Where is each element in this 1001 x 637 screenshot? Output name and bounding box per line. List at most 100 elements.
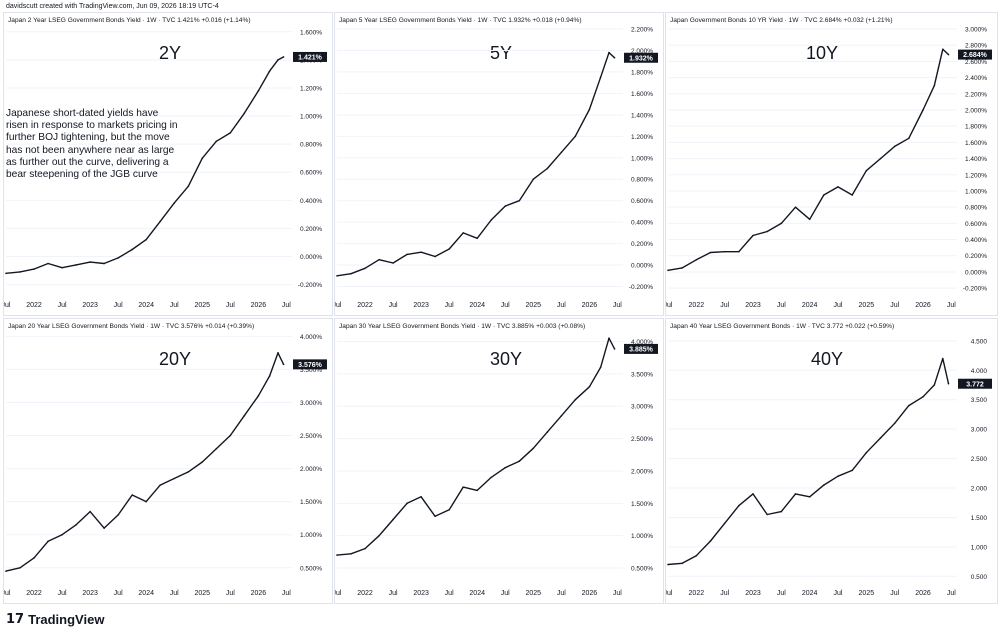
tenor-label: 40Y (811, 349, 844, 369)
data-point (243, 414, 246, 417)
data-point (574, 135, 577, 138)
x-tick-label: 2025 (859, 302, 875, 309)
x-tick-label: Jul (4, 302, 11, 309)
x-tick-label: 2024 (138, 590, 154, 597)
x-tick-label: Jul (720, 590, 729, 597)
data-point (462, 486, 464, 488)
y-tick-label: 0.200% (631, 241, 653, 248)
y-tick-label: 1.200% (631, 134, 653, 141)
data-point (823, 484, 825, 486)
tradingview-logo[interactable]: 17 TradingView (6, 612, 104, 627)
y-tick-label: 3.000% (300, 400, 322, 407)
chart-title: Japan 30 Year LSEG Government Bonds Yiel… (339, 323, 586, 330)
y-tick-label: 0.600% (300, 170, 322, 177)
data-point (532, 178, 535, 181)
chart-panel-5y[interactable]: Japan 5 Year LSEG Government Bonds Yield… (334, 12, 664, 316)
chart-panel-2y[interactable]: Japan 2 Year LSEG Government Bonds Yield… (3, 12, 333, 316)
data-point (608, 337, 610, 340)
data-point (766, 230, 768, 233)
data-point (837, 475, 839, 478)
data-point (588, 108, 591, 111)
data-point (709, 540, 712, 542)
y-tick-label: 0.600% (965, 221, 987, 228)
y-tick-label: 0.200% (965, 253, 987, 260)
data-point (462, 232, 464, 234)
x-tick-label: 2025 (194, 302, 210, 309)
x-tick-label: 2023 (745, 590, 761, 597)
y-tick-label: 1.500% (631, 501, 653, 508)
x-tick-label: Jul (114, 590, 123, 597)
y-tick-label: 1.000% (300, 114, 322, 121)
x-tick-label: 2024 (469, 302, 485, 309)
series-line (336, 337, 616, 556)
y-tick-label: 1.400% (965, 156, 987, 163)
y-tick-label: 3.500% (631, 371, 653, 378)
data-point (406, 502, 408, 505)
x-tick-label: Jul (4, 590, 11, 597)
data-point (117, 514, 119, 516)
y-tick-label: 3.000 (971, 427, 988, 434)
x-tick-label: Jul (335, 302, 342, 309)
data-point (613, 348, 616, 350)
data-point (33, 557, 35, 559)
y-tick-label: 4.000% (300, 334, 322, 341)
series-line (667, 357, 950, 566)
data-point (546, 431, 549, 433)
chart-panel-10y[interactable]: Japan Government Bonds 10 YR Yield · 1W … (665, 12, 998, 316)
data-point (434, 515, 436, 518)
chart-title: Japan Government Bonds 10 YR Yield · 1W … (670, 17, 893, 24)
data-point (532, 447, 535, 450)
data-point (780, 510, 783, 513)
y-tick-label: 1.000 (971, 544, 988, 551)
y-tick-label: 0.500% (300, 565, 322, 572)
data-point (695, 554, 698, 557)
data-point (752, 493, 754, 495)
x-tick-label: Jul (58, 302, 67, 309)
tenor-label: 30Y (490, 349, 523, 369)
data-point (420, 496, 422, 498)
data-point (350, 272, 352, 275)
chart-svg: 4.000% 3.500% 3.000% 2.500% 2.000% 1.500% 1.00… (4, 334, 327, 597)
data-point (378, 534, 380, 537)
y-tick-label: 0.000% (300, 254, 322, 261)
chart-panel-40y[interactable]: Japan 40 Year LSEG Government Bonds · 1W… (665, 318, 998, 604)
data-point (681, 267, 683, 269)
data-point (599, 76, 602, 79)
data-point (131, 494, 133, 496)
data-point (229, 434, 232, 437)
data-point (933, 84, 936, 87)
y-tick-label: 1.800% (965, 124, 987, 131)
x-tick-label: 2022 (357, 590, 373, 597)
x-tick-label: Jul (501, 590, 510, 597)
x-tick-label: Jul (170, 590, 179, 597)
data-point (89, 261, 91, 263)
data-point (908, 404, 910, 407)
data-point (103, 262, 105, 265)
x-tick-label: Jul (890, 302, 899, 309)
data-point (922, 395, 924, 398)
data-point (187, 471, 190, 473)
x-tick-label: 2026 (915, 590, 931, 597)
y-tick-label: -0.200% (963, 286, 987, 293)
y-tick-label: 3.000% (631, 404, 653, 411)
data-point (490, 219, 493, 221)
y-tick-label: -0.200% (629, 284, 653, 291)
data-point (738, 504, 740, 507)
x-tick-label: 2023 (82, 302, 98, 309)
data-point (560, 151, 563, 154)
data-point (947, 382, 950, 385)
x-tick-label: Jul (58, 590, 67, 597)
data-point (608, 51, 610, 54)
data-point (933, 384, 936, 386)
data-point (723, 522, 726, 525)
chart-panel-20y[interactable]: Japan 20 Year LSEG Government Bonds Yiel… (3, 318, 333, 604)
x-tick-label: Jul (777, 302, 786, 309)
data-point (117, 257, 119, 259)
data-point (823, 194, 825, 196)
y-tick-label: 1.400% (631, 112, 653, 119)
chart-panel-30y[interactable]: Japan 30 Year LSEG Government Bonds Yiel… (334, 318, 664, 604)
x-tick-label: Jul (947, 302, 956, 309)
y-tick-label: 2.800% (965, 43, 987, 50)
data-point (922, 109, 924, 111)
x-tick-label: Jul (613, 302, 622, 309)
